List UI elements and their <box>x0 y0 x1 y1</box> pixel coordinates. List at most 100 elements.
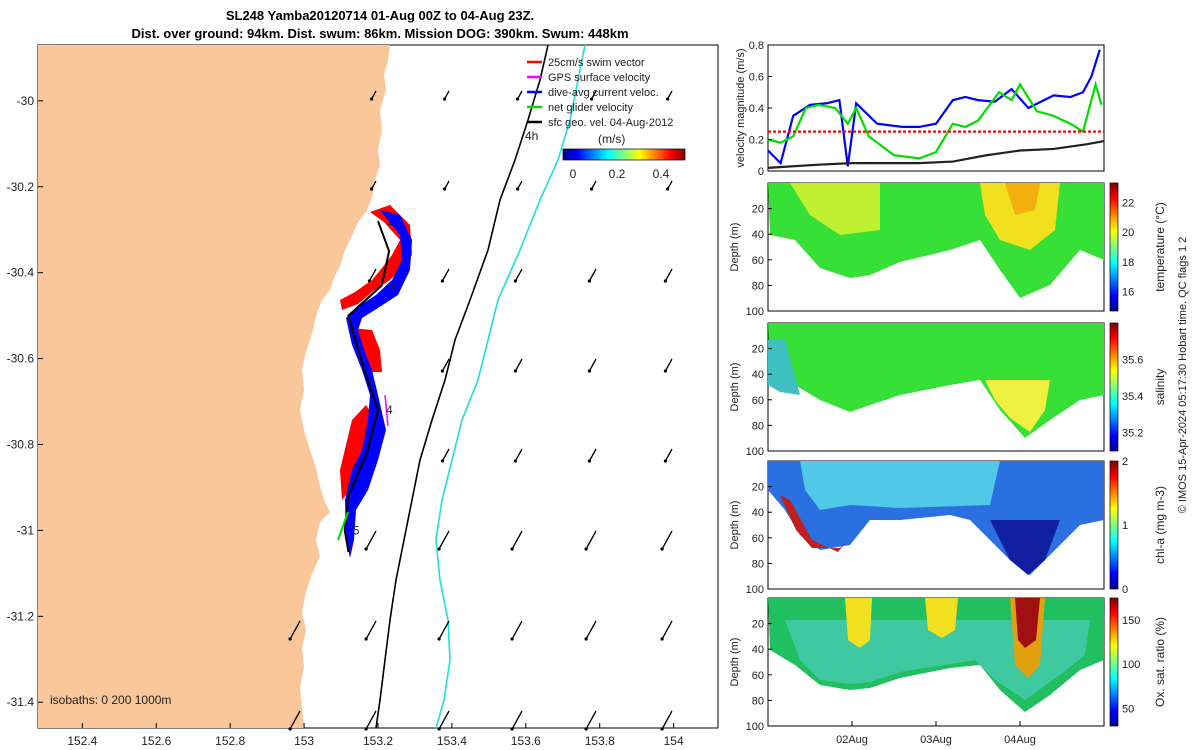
geo-velocity-arrowhead <box>513 369 518 373</box>
depth-axis-label: Depth (m) <box>729 638 741 687</box>
geo-velocity-arrowhead <box>288 637 292 641</box>
depth-axis-label: Depth (m) <box>729 501 741 550</box>
track-point-label: 5 <box>353 523 360 537</box>
geo-velocity-arrow <box>289 620 301 640</box>
map-ytick-label: -30.2 <box>7 180 35 194</box>
footer-note: © IMOS 15-Apr-2024 05:17:30 Hobart time.… <box>1177 237 1189 514</box>
swim-vector-band <box>340 205 412 500</box>
heatmap-colorbar <box>1109 597 1119 727</box>
depth-tick-label: 60 <box>752 395 764 407</box>
isobath-200m <box>435 44 586 729</box>
figure-title: SL248 Yamba20120714 01-Aug 00Z to 04-Aug… <box>225 8 535 23</box>
geo-velocity-arrow <box>661 710 673 730</box>
track-labels: 1 2 4 5 <box>353 214 397 537</box>
geo-velocity-arrow <box>441 358 450 372</box>
legend-label: sfc geo. vel. 04-Aug-2012 <box>548 117 673 129</box>
geo-velocity-arrowhead <box>663 369 668 373</box>
map-legend: 25cm/s swim vector GPS surface velocity di… <box>527 57 673 129</box>
geo-velocity-arrow <box>511 530 523 550</box>
geo-velocity-arrowhead <box>590 97 594 101</box>
velocity-ytick-label: 0.2 <box>749 135 764 147</box>
colorbar-tick-0: 0 <box>570 167 577 181</box>
map-xtick-label: 153.8 <box>585 734 615 748</box>
geo-velocity-arrowhead <box>510 547 514 551</box>
depth-tick-label: 100 <box>746 721 764 733</box>
velocity-ytick-label: 0 <box>758 166 764 178</box>
isobath-label: isobaths: 0 200 1000m <box>50 693 171 707</box>
geo-velocity-arrowhead <box>440 279 444 283</box>
map-xtick-label: 153.2 <box>363 734 393 748</box>
track-point-label: 4 <box>386 403 393 417</box>
geo-velocity-arrowhead <box>666 97 670 101</box>
depth-tick-label: 40 <box>752 507 764 519</box>
geo-velocity-arrow <box>664 448 673 462</box>
colorbar-tick-label: 2 <box>1122 456 1128 468</box>
velocity-ytick-label: 0.4 <box>749 103 764 115</box>
legend-label: dive-avg current veloc. <box>548 87 659 99</box>
geo-velocity-arrow <box>585 620 597 640</box>
map-ytick-label: -31 <box>17 523 35 537</box>
map-ytick-label: -30 <box>17 94 35 108</box>
geo-velocity-arrowhead <box>437 727 441 731</box>
geo-velocity-arrowhead <box>437 637 441 641</box>
legend-label: GPS surface velocity <box>548 72 651 84</box>
geo-velocity-arrowhead <box>587 369 592 373</box>
geo-velocity-arrowhead <box>587 279 592 283</box>
colorbar-tick-label: 100 <box>1122 659 1140 671</box>
time-axis-ticks: 02Aug 03Aug 04Aug <box>836 721 1036 746</box>
speed-colorbar: (m/s) 0 0.2 0.4 <box>562 132 686 181</box>
chlorophyll-panel <box>767 460 1105 590</box>
velocity-series-line <box>767 139 1105 169</box>
geo-velocity-arrow <box>438 710 450 730</box>
track-point-label: 2 <box>390 279 397 293</box>
net-glider-velocity-arrow <box>337 511 349 541</box>
salinity-panel <box>767 322 1105 452</box>
heatmap-colorbar <box>1109 460 1119 590</box>
geo-velocity-arrowhead <box>660 727 664 731</box>
depth-tick-label: 40 <box>752 229 764 241</box>
geo-velocity-arrowhead <box>584 547 588 551</box>
velocity-ytick-label: 0.6 <box>749 72 764 84</box>
geo-velocity-arrowhead <box>443 187 447 191</box>
geo-velocity-arrowhead <box>660 637 664 641</box>
depth-tick-label: 60 <box>752 670 764 682</box>
depth-tick-label: 80 <box>752 558 764 570</box>
geo-velocity-arrow <box>289 710 301 730</box>
velocity-ytick-label: 0.8 <box>749 40 764 52</box>
legend-label: net glider velocity <box>548 102 633 114</box>
land-polygon <box>38 45 390 728</box>
map-ytick-label: -30.8 <box>7 437 35 451</box>
geo-velocity-arrowhead <box>516 187 520 191</box>
geo-velocity-arrowhead <box>364 547 368 551</box>
geo-velocity-arrow <box>514 268 523 282</box>
map-xtick-label: 152.4 <box>67 734 97 748</box>
map-ytick-label: -31.4 <box>7 695 35 709</box>
time-tick-label: 02Aug <box>836 734 868 746</box>
geo-velocity-arrowhead <box>370 187 374 191</box>
geo-velocity-arrow <box>588 268 597 282</box>
map-ytick-label: -30.4 <box>7 266 35 280</box>
legend-label: 25cm/s swim vector <box>548 57 645 69</box>
depth-tick-label: 20 <box>752 619 764 631</box>
geo-velocity-arrow <box>664 268 673 282</box>
depth-tick-label: 100 <box>746 306 764 318</box>
depth-tick-label: 40 <box>752 644 764 656</box>
geo-velocity-arrow <box>511 710 523 730</box>
depth-tick-label: 100 <box>746 446 764 458</box>
geo-velocity-arrowhead <box>364 727 368 731</box>
geo-velocity-arrowhead <box>440 459 444 463</box>
geo-velocity-arrowhead <box>288 727 292 731</box>
colorbar-gradient <box>562 148 686 161</box>
colorbar-tick-label: 150 <box>1122 615 1140 627</box>
map-y-ticks: -30 -30.2 -30.4 -30.6 -30.8 -31 -31.2 -31.4 <box>7 94 43 709</box>
colorbar-tick-label: 1 <box>1122 520 1128 532</box>
velocity-series-line <box>767 49 1101 167</box>
geo-velocity-arrowhead <box>587 459 592 463</box>
colorbar-tick-label: 35.2 <box>1122 428 1143 440</box>
time-tick-label: 03Aug <box>920 734 952 746</box>
geo-velocity-arrowhead <box>663 459 668 463</box>
geo-velocity-arrowhead <box>584 637 588 641</box>
dive-current-band <box>345 210 412 558</box>
geo-velocity-arrowhead <box>590 187 594 191</box>
